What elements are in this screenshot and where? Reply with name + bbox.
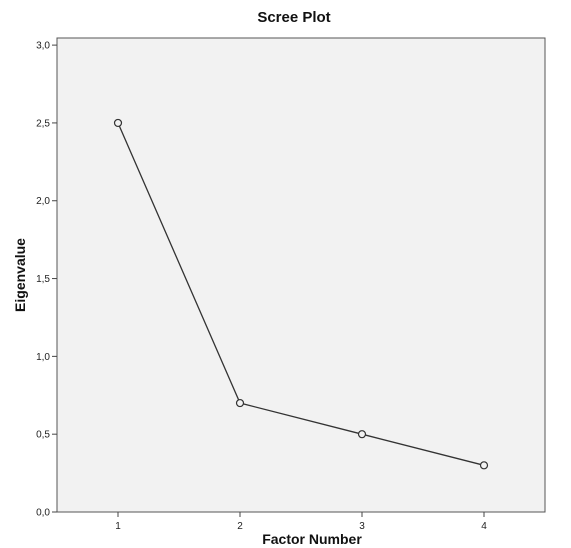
y-tick-label-5: 2,5 xyxy=(36,118,50,129)
y-axis-label: Eigenvalue xyxy=(12,238,28,312)
x-tick-label-1: 2 xyxy=(237,521,243,532)
x-axis: 1 2 3 4 xyxy=(115,512,487,532)
plot-area xyxy=(56,37,546,513)
chart-title: Scree Plot xyxy=(257,9,330,26)
data-point-2 xyxy=(235,398,245,408)
data-point-3 xyxy=(357,430,367,439)
data-point-4 xyxy=(479,461,489,470)
x-tick-label-2: 3 xyxy=(359,521,365,532)
y-tick-label-0: 0,0 xyxy=(36,508,50,519)
y-tick-label-1: 0,5 xyxy=(36,430,50,441)
series-group xyxy=(113,118,489,470)
series-line-0 xyxy=(117,122,485,466)
y-tick-label-6: 3,0 xyxy=(36,41,50,52)
x-tick-label-3: 4 xyxy=(481,521,487,532)
x-tick-label-0: 1 xyxy=(115,521,121,532)
y-tick-label-3: 1,5 xyxy=(36,274,50,285)
data-point-1 xyxy=(113,118,123,128)
y-tick-label-2: 1,0 xyxy=(36,352,50,363)
y-axis: 0,0 0,5 1,0 1,5 2,0 2,5 3,0 xyxy=(36,41,57,519)
y-tick-label-4: 2,0 xyxy=(36,196,50,207)
x-axis-label: Factor Number xyxy=(262,531,362,547)
